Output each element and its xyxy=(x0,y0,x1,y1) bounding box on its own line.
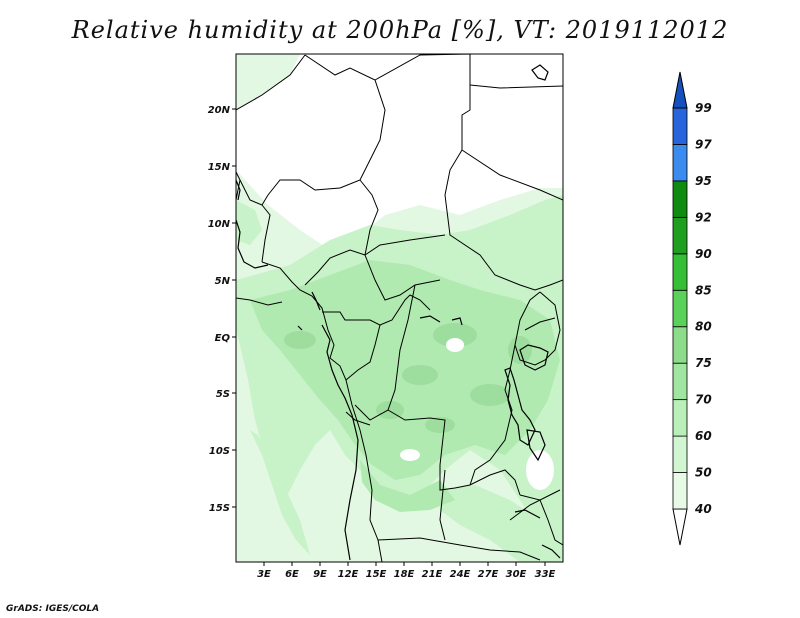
colorbar-lower-arrow xyxy=(672,508,688,546)
grads-credit: GrADS: IGES/COLA xyxy=(6,604,100,614)
colorbar-label: 80 xyxy=(695,320,712,334)
latitude-axis: 20N 15N 10N 5N EQ 5S 10S 15S xyxy=(208,105,236,514)
map-frame xyxy=(235,53,564,563)
lat-label: 15N xyxy=(208,162,231,173)
colorbar-segment xyxy=(672,362,688,401)
lat-label: 10N xyxy=(208,219,231,230)
colorbar-label: 92 xyxy=(695,210,712,224)
colorbar-label: 40 xyxy=(694,502,712,516)
colorbar-label: 60 xyxy=(695,429,712,443)
lat-label: 5N xyxy=(215,276,231,287)
lon-label: 3E xyxy=(257,569,271,580)
lon-label: 33E xyxy=(535,569,556,580)
coastline xyxy=(236,179,359,561)
colorbar-label: 90 xyxy=(695,247,712,261)
colorbar-segment xyxy=(672,216,688,255)
lon-label: 15E xyxy=(366,569,387,580)
colorbar-upper-arrow xyxy=(672,71,688,109)
lakes xyxy=(419,64,561,559)
colorbar-label: 95 xyxy=(695,174,712,188)
colorbar-label: 50 xyxy=(695,466,712,480)
colorbar-segment xyxy=(672,253,688,291)
colorbar: 40 50 60 70 75 80 85 90 92 95 97 99 xyxy=(672,71,712,546)
lat-label: 5S xyxy=(216,389,230,400)
lon-label: 9E xyxy=(313,569,327,580)
lon-label: 30E xyxy=(506,569,527,580)
country-borders xyxy=(236,54,563,562)
colorbar-segment xyxy=(672,144,688,182)
colorbar-segment xyxy=(672,107,688,145)
lat-label: 15S xyxy=(209,503,230,514)
lon-label: 18E xyxy=(394,569,415,580)
colorbar-segment xyxy=(672,289,688,328)
lon-label: 24E xyxy=(450,569,471,580)
lon-label: 12E xyxy=(338,569,359,580)
colorbar-segment xyxy=(672,435,688,473)
colorbar-label: 70 xyxy=(695,393,712,407)
longitude-axis: 3E 6E 9E 12E 15E 18E 21E 24E 27E 30E 33E xyxy=(257,562,556,580)
colorbar-label: 97 xyxy=(695,137,712,151)
humidity-field xyxy=(236,54,563,562)
lat-label: 10S xyxy=(209,446,230,457)
colorbar-segment xyxy=(672,399,688,437)
colorbar-label: 85 xyxy=(695,283,712,297)
map-title: Relative humidity at 200hPa [%], VT: 201… xyxy=(71,16,729,44)
lat-label: EQ xyxy=(215,333,231,344)
colorbar-label: 99 xyxy=(695,101,712,115)
colorbar-segment xyxy=(672,180,688,218)
colorbar-label: 75 xyxy=(695,356,712,370)
lon-label: 21E xyxy=(422,569,443,580)
lat-label: 20N xyxy=(208,105,231,116)
colorbar-segment xyxy=(672,326,688,364)
lon-label: 6E xyxy=(285,569,299,580)
colorbar-segment xyxy=(672,472,688,510)
lon-label: 27E xyxy=(478,569,499,580)
